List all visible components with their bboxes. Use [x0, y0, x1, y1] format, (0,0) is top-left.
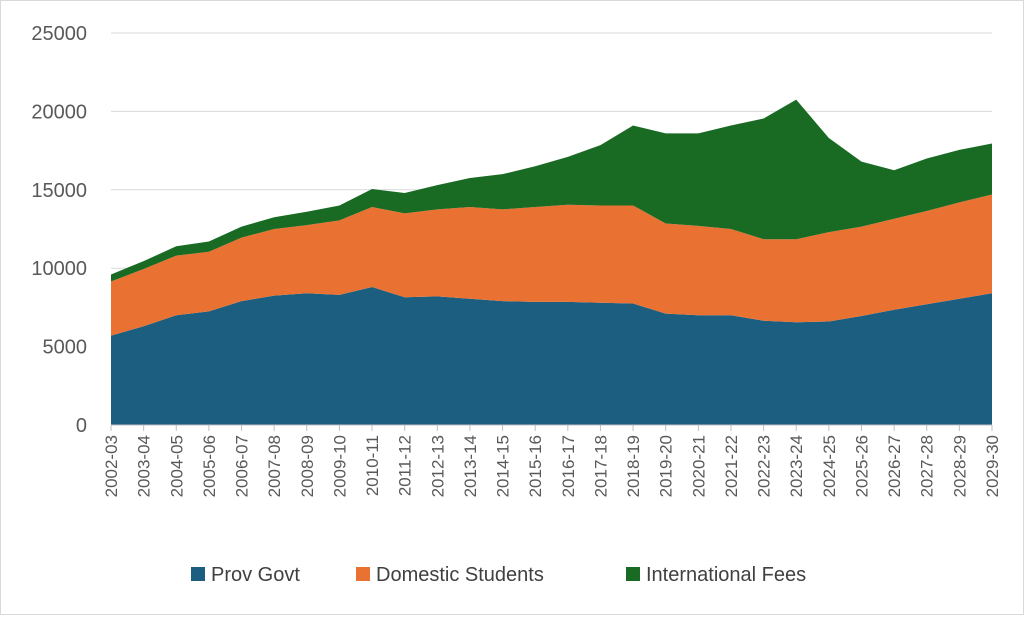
x-tick-label: 2017-18 [591, 435, 610, 497]
legend: Prov Govt Domestic Students International … [191, 564, 806, 586]
x-tick-label: 2016-17 [559, 435, 578, 497]
x-tick-label: 2024-25 [820, 435, 839, 497]
x-tick-label: 2020-21 [689, 435, 708, 497]
x-tick-label: 2002-03 [102, 435, 121, 497]
area-international-fees [111, 99, 992, 282]
x-tick-label: 2015-16 [526, 435, 545, 497]
x-tick-label: 2010-11 [363, 435, 382, 496]
x-tick-label: 2028-29 [950, 435, 969, 497]
x-tick-label: 2021-22 [722, 435, 741, 497]
x-tick-label: 2025-26 [852, 435, 871, 497]
x-tick-label: 2004-05 [167, 435, 186, 497]
x-tick-label: 2005-06 [200, 435, 219, 497]
x-tick-label: 2013-14 [461, 435, 480, 497]
y-tick-label: 0 [76, 415, 87, 437]
legend-item: Prov Govt [191, 564, 300, 586]
legend-item: Domestic Students [356, 564, 544, 586]
x-tick-label: 2018-19 [624, 435, 643, 497]
legend-label: Domestic Students [376, 564, 544, 586]
x-tick-label: 2011-12 [396, 435, 415, 496]
y-tick-label: 25000 [31, 23, 87, 45]
y-tick-label: 10000 [31, 258, 87, 280]
area-domestic-students [111, 194, 992, 336]
x-tick-label: 2003-04 [135, 435, 154, 497]
x-tick-label: 2008-09 [298, 435, 317, 497]
legend-swatch [191, 567, 205, 581]
x-tick-label: 2009-10 [330, 435, 349, 497]
x-tick-label: 2026-27 [885, 435, 904, 497]
legend-label: International Fees [646, 564, 806, 586]
y-tick-label: 5000 [43, 337, 88, 359]
x-tick-label: 2027-28 [918, 435, 937, 497]
x-tick-label: 2006-07 [233, 435, 252, 497]
x-tick-label: 2022-23 [755, 435, 774, 497]
x-tick-label: 2019-20 [657, 435, 676, 497]
series-areas [111, 99, 992, 425]
x-tick-label: 2007-08 [265, 435, 284, 497]
legend-swatch [356, 567, 370, 581]
legend-swatch [626, 567, 640, 581]
x-axis: 2002-03 2003-04 2004-05 2005-06 2006-07 2007-… [102, 424, 1002, 497]
area-prov-govt [111, 287, 992, 425]
x-tick-label: 2014-15 [494, 435, 513, 497]
y-tick-label: 15000 [31, 180, 87, 202]
y-tick-label: 20000 [31, 101, 87, 123]
x-tick-label: 2012-13 [428, 435, 447, 497]
legend-item: International Fees [626, 564, 806, 586]
x-tick-label: 2023-24 [787, 435, 806, 497]
x-tick-label: 2029-30 [983, 435, 1002, 497]
legend-label: Prov Govt [211, 564, 300, 586]
y-axis: 0 5000 10000 15000 20000 25000 [31, 23, 87, 437]
